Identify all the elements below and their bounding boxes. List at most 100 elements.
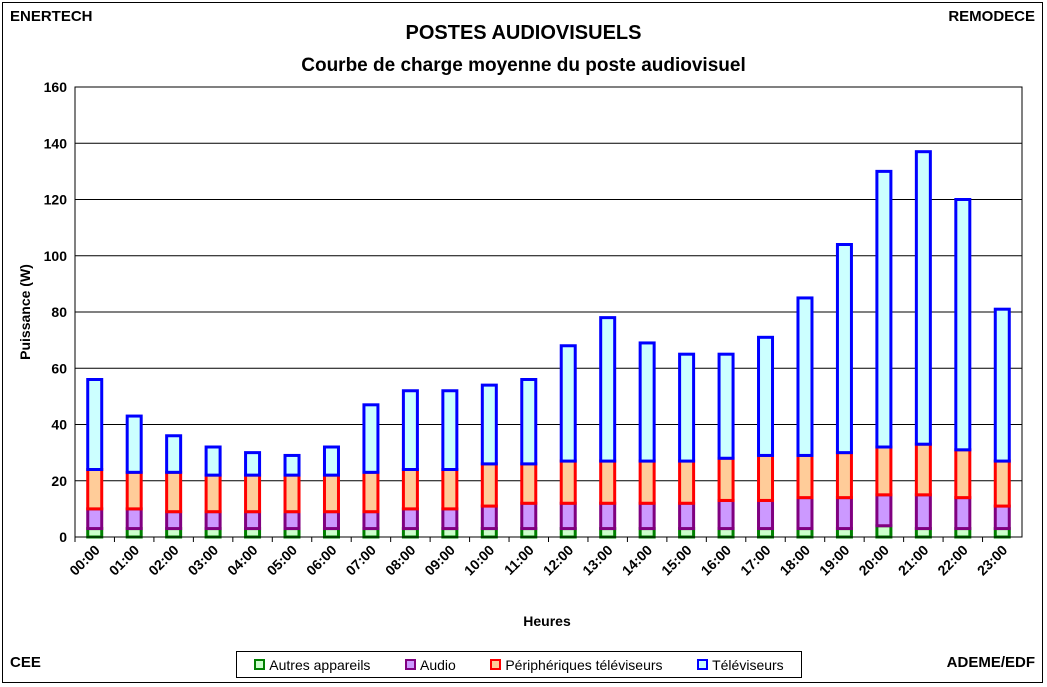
y-tick-label: 80 [51,304,67,320]
y-tick-label: 0 [59,529,67,545]
bar-segment-2-1300 [599,501,617,531]
x-tick-label: 20:00 [855,542,892,579]
bar-segment-4-2200 [954,198,972,452]
y-tick-label: 20 [51,473,67,489]
bar-segment-4-0300 [204,445,222,477]
bar-segment-3-0900 [441,468,459,511]
bar-segment-2-0500 [283,510,301,531]
bar-segment-4-1900 [835,243,853,455]
x-tick-label: 02:00 [145,542,182,579]
y-tick-label: 140 [44,135,68,151]
bar-segment-4-0200 [165,434,183,474]
bar-segment-2-0100 [125,507,143,531]
x-axis-label: Heures [523,613,571,629]
corner-label-top-left: ENERTECH [10,8,93,25]
bar-segment-4-0400 [244,451,262,477]
x-tick-label: 09:00 [421,542,458,579]
bar-segment-3-1800 [796,453,814,500]
bar-segment-4-0700 [362,403,380,474]
corner-label-bottom-left: CEE [10,654,41,671]
legend: Autres appareils Audio Périphériques télév… [236,651,802,678]
bar-segment-4-2100 [914,150,932,446]
bar-segment-4-0800 [401,389,419,471]
bar-segment-4-1200 [559,344,577,463]
bar-segment-3-1700 [757,453,775,502]
bar-segment-2-0300 [204,510,222,531]
bar-segment-2-1800 [796,496,814,531]
legend-item-2: Audio [404,656,456,673]
x-tick-label: 19:00 [816,542,853,579]
bar-segment-4-0600 [322,445,340,477]
x-tick-label: 11:00 [501,542,537,578]
bar-segment-2-2100 [914,493,932,531]
bar-segment-3-2100 [914,442,932,497]
chart-title: POSTES AUDIOVISUELS [405,22,642,44]
bar-segment-2-0200 [165,510,183,531]
bar-segment-2-0800 [401,507,419,531]
bar-segment-3-0200 [165,470,183,514]
bar-segment-3-0100 [125,470,143,511]
bar-segment-4-1000 [480,383,498,466]
legend-label: Audio [419,656,456,673]
corner-label-bottom-right: ADEME/EDF [946,654,1035,671]
bar-segment-4-1800 [796,296,814,457]
corner-label-top-right: REMODECE [948,8,1035,25]
bar-segment-3-0400 [244,473,262,514]
bar-segment-3-1300 [599,459,617,505]
bar-segment-2-1000 [480,504,498,531]
x-tick-label: 00:00 [66,542,103,579]
x-tick-label: 10:00 [461,542,498,579]
bar-segment-3-0300 [204,473,222,514]
legend-item-1: Autres appareils [254,657,370,673]
bar-segment-2-1500 [678,501,696,531]
bar-segment-2-1900 [835,496,853,531]
x-tick-label: 08:00 [382,542,419,579]
bar-segment-1-2000 [875,524,893,539]
bar-segment-4-1600 [717,352,735,460]
legend-label: Autres appareils [269,656,371,673]
bar-segment-4-2300 [993,307,1011,463]
bar-segment-2-2200 [954,496,972,531]
bar-segment-2-1700 [757,498,775,531]
legend-item-3: Périphériques téléviseurs [490,656,663,673]
y-tick-label: 40 [51,417,67,433]
bar-segment-2-2300 [993,504,1011,531]
x-tick-labels: 00:00 01:00 02:00 03:00 04:00 05:00 06:00 07:00… [66,542,1010,579]
bar-segment-3-1000 [480,462,498,508]
bar-segment-4-0500 [283,453,301,477]
bar-segment-3-0500 [283,473,301,514]
bar-segment-2-0000 [86,507,104,531]
bar-segment-3-2300 [993,459,1011,508]
legend-label: Périphériques téléviseurs [505,656,663,673]
bar-segment-2-0700 [362,510,380,531]
x-tick-label: 07:00 [342,542,379,579]
y-tick-label: 100 [44,248,68,264]
bar-segment-3-2000 [875,445,893,497]
chart-subtitle: Courbe de charge moyenne du poste audiov… [301,55,746,76]
bar-segment-4-0100 [125,414,143,474]
legend-swatch [490,659,502,670]
y-tick-label: 60 [51,360,67,376]
x-tick-label: 16:00 [698,542,735,579]
bar-segment-2-0400 [244,510,262,531]
axes [74,86,1023,542]
bar-segment-2-1400 [638,501,656,531]
bar-segment-3-1200 [559,459,577,505]
legend-label: Téléviseurs [712,656,784,673]
bar-segment-2-0600 [322,510,340,531]
legend-swatch [697,659,709,670]
x-tick-label: 04:00 [224,542,261,579]
bar-segment-3-1900 [835,451,853,500]
bar-segment-4-0900 [441,389,459,471]
legend-swatch [404,659,416,670]
x-tick-label: 22:00 [934,542,971,579]
x-tick-label: 06:00 [303,542,340,579]
bar-segment-4-1400 [638,341,656,463]
y-axis-label: Puissance (W) [17,264,33,360]
bar-segment-2-1100 [520,501,538,531]
bars [86,150,1011,539]
y-tick-labels: 0 20 40 60 80 100 120 140 160 [44,79,68,545]
x-tick-label: 21:00 [895,542,932,579]
bar-segment-3-1400 [638,459,656,505]
